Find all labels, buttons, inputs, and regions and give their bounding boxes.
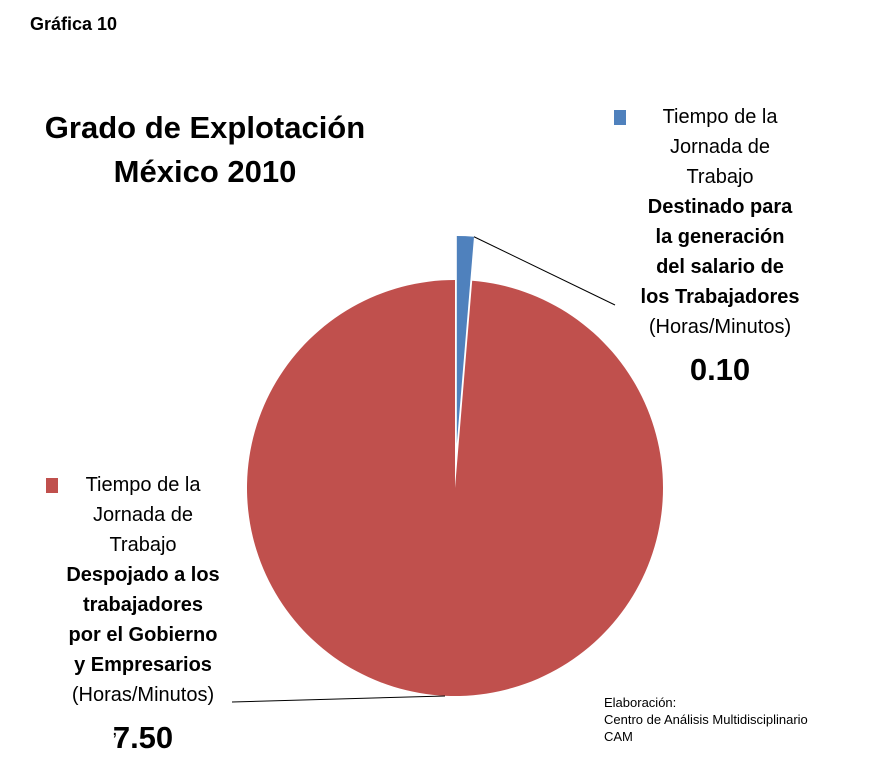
legend-unit: (Horas/Minutos)	[71, 684, 215, 706]
credits-line: Centro de Análisis Multidisciplinario	[604, 712, 808, 727]
credits-line: CAM	[604, 729, 633, 744]
data-label-expropriated-time: 7.50	[112, 720, 174, 755]
legend-line-bold: Despojado a los	[66, 564, 220, 586]
legend-line-bold: y Empresarios	[74, 654, 212, 676]
legend-line: Tiempo de la	[662, 106, 778, 128]
legend-line-bold: trabajadores	[82, 594, 204, 616]
legend-line-bold: los Trabajadores	[640, 286, 800, 308]
chart-title-line-2: México 2010	[113, 154, 297, 189]
legend-line-bold: del salario de	[656, 256, 784, 278]
legend-line: Jornada de	[92, 504, 194, 526]
legend-line-bold: Destinado para	[647, 196, 793, 218]
legend-line: Trabajo	[109, 534, 177, 556]
pie-slice-expropriated-time	[247, 280, 664, 696]
figure-label: Gráfica 10	[30, 14, 118, 34]
legend-salary-time: Tiempo de la Jornada de Trabajo Destinad…	[620, 102, 820, 392]
legend-swatch-salary-time	[614, 110, 626, 125]
legend-swatch-expropriated-time	[46, 478, 58, 493]
leader-line-expropriated-time	[231, 695, 446, 703]
leader-line-salary-time	[473, 236, 616, 306]
chart-title: Grado de Explotación México 2010	[20, 106, 390, 194]
legend-unit: (Horas/Minutos)	[648, 316, 792, 338]
legend-line: Jornada de	[669, 136, 771, 158]
data-label-salary-time: 0.10	[689, 352, 751, 387]
stray-mark: ,	[112, 718, 118, 740]
legend-line-bold: por el Gobierno	[68, 624, 218, 646]
legend-line: Trabajo	[686, 166, 754, 188]
legend-line: Tiempo de la	[85, 474, 201, 496]
legend-expropriated-time: Tiempo de la Jornada de Trabajo Despojad…	[48, 470, 238, 760]
credits: Elaboración: Centro de Análisis Multidis…	[604, 694, 808, 745]
credits-line: Elaboración:	[604, 695, 677, 710]
pie-slice-salary-time	[456, 236, 474, 445]
chart-title-line-1: Grado de Explotación	[44, 110, 366, 145]
legend-line-bold: la generación	[655, 226, 785, 248]
